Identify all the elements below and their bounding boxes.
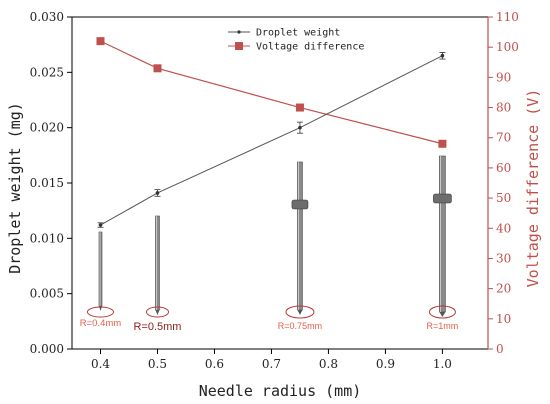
radius-annotation-3: R=0.75mm — [278, 305, 322, 331]
x-tick-label: 0.4 — [91, 357, 110, 371]
y-left-tick-label: 0.030 — [30, 10, 64, 24]
y-right-tick-label: 40 — [496, 221, 511, 235]
point-voltage-difference — [96, 37, 105, 46]
y-axis-left-title: Droplet weight (mg) — [6, 102, 24, 274]
needle-hub — [291, 199, 309, 210]
y-right-tick-label: 10 — [496, 312, 511, 326]
radius-label: R=0.4mm — [80, 318, 122, 329]
radius-label: R=0.5mm — [133, 321, 181, 333]
y-right-tick-label: 20 — [496, 282, 511, 296]
x-axis-title: Needle radius (mm) — [199, 382, 362, 400]
needle-tip — [155, 310, 160, 315]
legend-marker-voltage-difference — [235, 42, 243, 50]
legend-marker-droplet-weight — [237, 30, 241, 34]
x-tick-label: 0.7 — [262, 357, 281, 371]
highlight-ellipse — [428, 305, 456, 319]
point-droplet-weight — [155, 191, 160, 195]
needle-tip — [297, 310, 303, 315]
radius-label: R=1mm — [427, 321, 459, 331]
axis-ticks: 0.4 0.5 0.6 0.7 0.8 0.9 1.0 0.000 0.005 0.010 0.01… — [30, 10, 519, 371]
needle-photos — [98, 155, 452, 317]
legend: Droplet weight Voltage difference — [228, 28, 364, 53]
series-line-droplet-weight — [100, 55, 443, 226]
y-right-tick-label: 0 — [496, 342, 504, 356]
point-droplet-weight — [298, 125, 302, 130]
needle-image-2 — [155, 215, 160, 315]
needle-image-3 — [291, 161, 309, 315]
point-voltage-difference — [153, 64, 162, 73]
y-right-tick-label: 80 — [496, 101, 511, 115]
point-droplet-weight — [98, 223, 103, 227]
legend-label-droplet-weight: Droplet weight — [256, 28, 340, 39]
point-voltage-difference — [438, 139, 447, 148]
highlight-ellipse — [145, 306, 169, 318]
radius-annotations: R=0.4mm R=0.5mm R=0.75mm R=1mm — [80, 305, 459, 333]
plot-area-border — [71, 16, 489, 350]
y-right-tick-label: 100 — [496, 40, 519, 54]
needle-hub — [433, 193, 452, 204]
legend-label-voltage-difference: Voltage difference — [256, 42, 364, 53]
needle-tip — [439, 312, 446, 317]
y-right-tick-label: 90 — [496, 70, 511, 84]
x-tick-label: 1.0 — [433, 357, 452, 371]
y-left-tick-label: 0.020 — [30, 121, 64, 135]
x-tick-label: 0.8 — [319, 357, 338, 371]
y-right-tick-label: 70 — [496, 131, 511, 145]
y-left-tick-label: 0.015 — [30, 176, 64, 190]
plot-frame — [71, 16, 489, 350]
y-right-tick-label: 30 — [496, 251, 511, 265]
needle-shaft — [98, 231, 103, 307]
point-droplet-weight — [440, 53, 445, 58]
x-tick-label: 0.5 — [148, 357, 167, 371]
radius-annotation-2: R=0.5mm — [133, 306, 181, 333]
radius-annotation-1: R=0.4mm — [80, 306, 122, 329]
y-axis-right-title: Voltage difference (V) — [524, 89, 542, 288]
x-tick-label: 0.9 — [376, 357, 395, 371]
y-left-tick-label: 0.010 — [30, 231, 64, 245]
series-layer — [96, 37, 447, 228]
highlight-ellipse — [86, 306, 114, 318]
radius-annotation-4: R=1mm — [427, 305, 459, 331]
needle-image-4 — [433, 155, 452, 317]
point-voltage-difference — [295, 103, 304, 112]
needle-image-1 — [98, 231, 103, 311]
y-right-tick-label: 60 — [496, 161, 511, 175]
y-right-tick-label: 50 — [496, 191, 511, 205]
y-left-tick-label: 0.000 — [30, 342, 64, 356]
y-left-tick-label: 0.025 — [30, 65, 64, 79]
highlight-ellipse — [285, 305, 315, 319]
y-left-tick-label: 0.005 — [30, 287, 64, 301]
series-line-voltage-difference — [100, 40, 443, 145]
y-right-tick-label: 110 — [496, 10, 519, 24]
radius-label: R=0.75mm — [278, 321, 322, 331]
x-tick-label: 0.6 — [205, 357, 224, 371]
